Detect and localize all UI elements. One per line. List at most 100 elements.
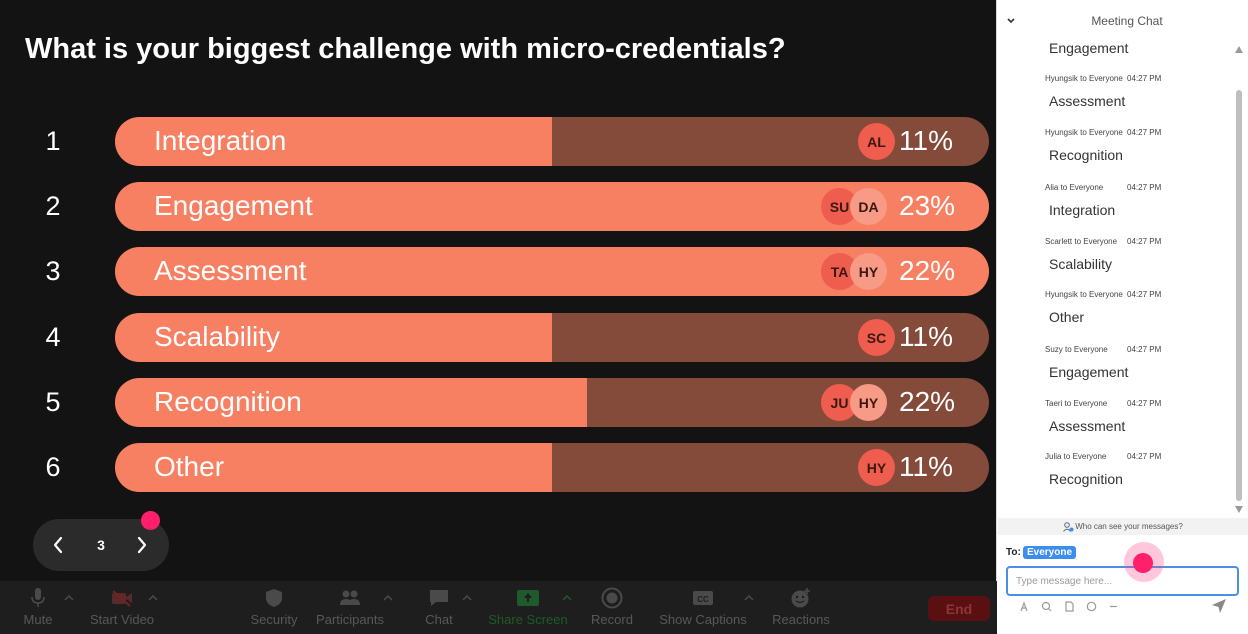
poll-question: What is your biggest challenge with micr…	[25, 33, 786, 65]
chat-title: Meeting Chat	[1091, 14, 1163, 28]
chat-message-text: Integration	[1049, 202, 1116, 218]
poll-option-row: 1 Integration AL 11%	[0, 117, 997, 167]
share-screen-label: Share Screen	[488, 612, 568, 627]
mute-label: Mute	[23, 612, 53, 627]
chat-message-text: Engagement	[1049, 40, 1129, 56]
meeting-chat-panel: Meeting Chat Engagement Hyungsik to Ever…	[998, 0, 1248, 634]
click-indicator-dot	[1133, 553, 1153, 573]
file-icon	[1064, 600, 1074, 612]
poll-option-percent: 22%	[899, 255, 956, 286]
chat-message-time: 04:27 PM	[1127, 128, 1162, 137]
microphone-icon	[31, 588, 45, 607]
record-icon	[601, 587, 623, 609]
chat-message-text: Scalability	[1049, 256, 1113, 272]
poll-bar-track: Integration AL 11%	[115, 117, 989, 166]
chat-message-time: 04:27 PM	[1127, 452, 1162, 461]
voter-avatar: HY	[850, 384, 887, 421]
slide-navigator: 3	[33, 519, 169, 571]
send-message-button[interactable]	[1211, 598, 1227, 614]
share-options-caret[interactable]	[561, 593, 573, 603]
captions-icon: CC	[693, 591, 713, 605]
poll-option-label: Scalability	[154, 321, 281, 352]
chat-message-time: 04:27 PM	[1127, 74, 1162, 83]
chat-message-text: Engagement	[1049, 364, 1129, 380]
collapse-chat-button[interactable]	[1005, 14, 1017, 26]
chat-message-text: Assessment	[1049, 418, 1126, 434]
chat-message-time: 04:27 PM	[1127, 183, 1162, 192]
chat-button[interactable]: Chat	[422, 581, 456, 634]
chat-message-sender: Hyungsik to Everyone	[1045, 74, 1123, 83]
format-text-button[interactable]	[1018, 600, 1030, 612]
chevron-up-icon	[462, 595, 472, 601]
chat-message-list: Engagement Hyungsik to Everyone 04:27 PM A…	[998, 38, 1234, 518]
voter-avatar: AL	[858, 123, 895, 160]
who-can-see-text: Who can see your messages?	[1075, 522, 1183, 531]
poll-bar-track: Engagement SU DA 23%	[115, 182, 989, 231]
poll-option-label: Recognition	[154, 386, 302, 417]
previous-slide-button[interactable]	[45, 532, 71, 558]
poll-option-row: 5 Recognition JU HY 22%	[0, 378, 997, 428]
emoji-icon	[1086, 601, 1096, 611]
chevron-up-icon	[64, 595, 74, 601]
poll-bar-track: Other HY 11%	[115, 443, 989, 492]
chevron-up-icon	[562, 595, 572, 601]
more-dots-icon	[1109, 605, 1117, 607]
scrollbar-thumb[interactable]	[1236, 90, 1242, 501]
scroll-up-icon	[1235, 46, 1243, 53]
video-options-caret[interactable]	[147, 593, 159, 603]
record-label: Record	[591, 612, 633, 627]
more-options-button[interactable]	[1107, 600, 1119, 612]
chat-message-sender: Hyungsik to Everyone	[1045, 290, 1123, 299]
record-button[interactable]: Record	[590, 581, 634, 634]
smiley-plus-icon	[791, 588, 810, 608]
poll-option-row: 4 Scalability SC 11%	[0, 313, 997, 363]
poll-option-number: 5	[45, 387, 61, 417]
end-meeting-button[interactable]: End	[928, 596, 990, 621]
format-text-icon	[1019, 600, 1028, 611]
recipient-selector[interactable]: Everyone	[1023, 546, 1077, 559]
poll-option-percent: 22%	[899, 386, 956, 417]
show-captions-button[interactable]: CC Show Captions	[658, 581, 748, 634]
reactions-label: Reactions	[772, 612, 830, 627]
slide-number: 3	[97, 537, 105, 553]
pointer-cursor-indicator	[141, 511, 160, 530]
poll-bar-fill	[115, 443, 552, 492]
poll-bar-track: Recognition JU HY 22%	[115, 378, 989, 427]
security-button[interactable]: Security	[247, 581, 301, 634]
chat-message-input[interactable]	[1006, 566, 1239, 596]
who-can-see-messages-link[interactable]: Who can see your messages?	[998, 518, 1248, 535]
poll-option-number: 3	[45, 256, 61, 286]
attach-file-button[interactable]	[1063, 600, 1075, 612]
share-screen-icon	[517, 590, 539, 606]
chat-message-time: 04:27 PM	[1127, 290, 1162, 299]
participants-button[interactable]: Participants	[316, 581, 384, 634]
poll-option-percent: 23%	[899, 190, 956, 221]
audio-options-caret[interactable]	[63, 593, 75, 603]
shield-icon	[266, 589, 282, 607]
captions-options-caret[interactable]	[743, 593, 755, 603]
chat-header: Meeting Chat	[998, 0, 1248, 38]
chat-message-text: Other	[1049, 309, 1085, 325]
next-slide-button[interactable]	[129, 532, 155, 558]
reactions-button[interactable]: Reactions	[771, 581, 831, 634]
chat-message-sender: Julia to Everyone	[1045, 452, 1107, 461]
chat-scrollbar[interactable]	[1233, 40, 1245, 518]
voter-avatar: DA	[850, 188, 887, 225]
chat-message-time: 04:27 PM	[1127, 345, 1162, 354]
poll-option-number: 4	[45, 322, 61, 352]
chevron-up-icon	[148, 595, 158, 601]
send-icon	[1212, 599, 1226, 613]
chat-options-caret[interactable]	[461, 593, 473, 603]
poll-bar-fill	[115, 117, 552, 166]
share-screen-button[interactable]: Share Screen	[488, 581, 568, 634]
emoji-button[interactable]	[1085, 600, 1097, 612]
chat-message-sender: Hyungsik to Everyone	[1045, 128, 1123, 137]
poll-option-number: 1	[45, 126, 61, 156]
mute-button[interactable]: Mute	[22, 581, 54, 634]
screenshot-button[interactable]	[1040, 600, 1052, 612]
participants-options-caret[interactable]	[382, 593, 394, 603]
poll-bar-fill	[115, 378, 587, 427]
screenshot-icon	[1041, 601, 1051, 611]
start-video-button[interactable]: Start Video	[88, 581, 156, 634]
recipient-label: To:	[1006, 547, 1021, 558]
